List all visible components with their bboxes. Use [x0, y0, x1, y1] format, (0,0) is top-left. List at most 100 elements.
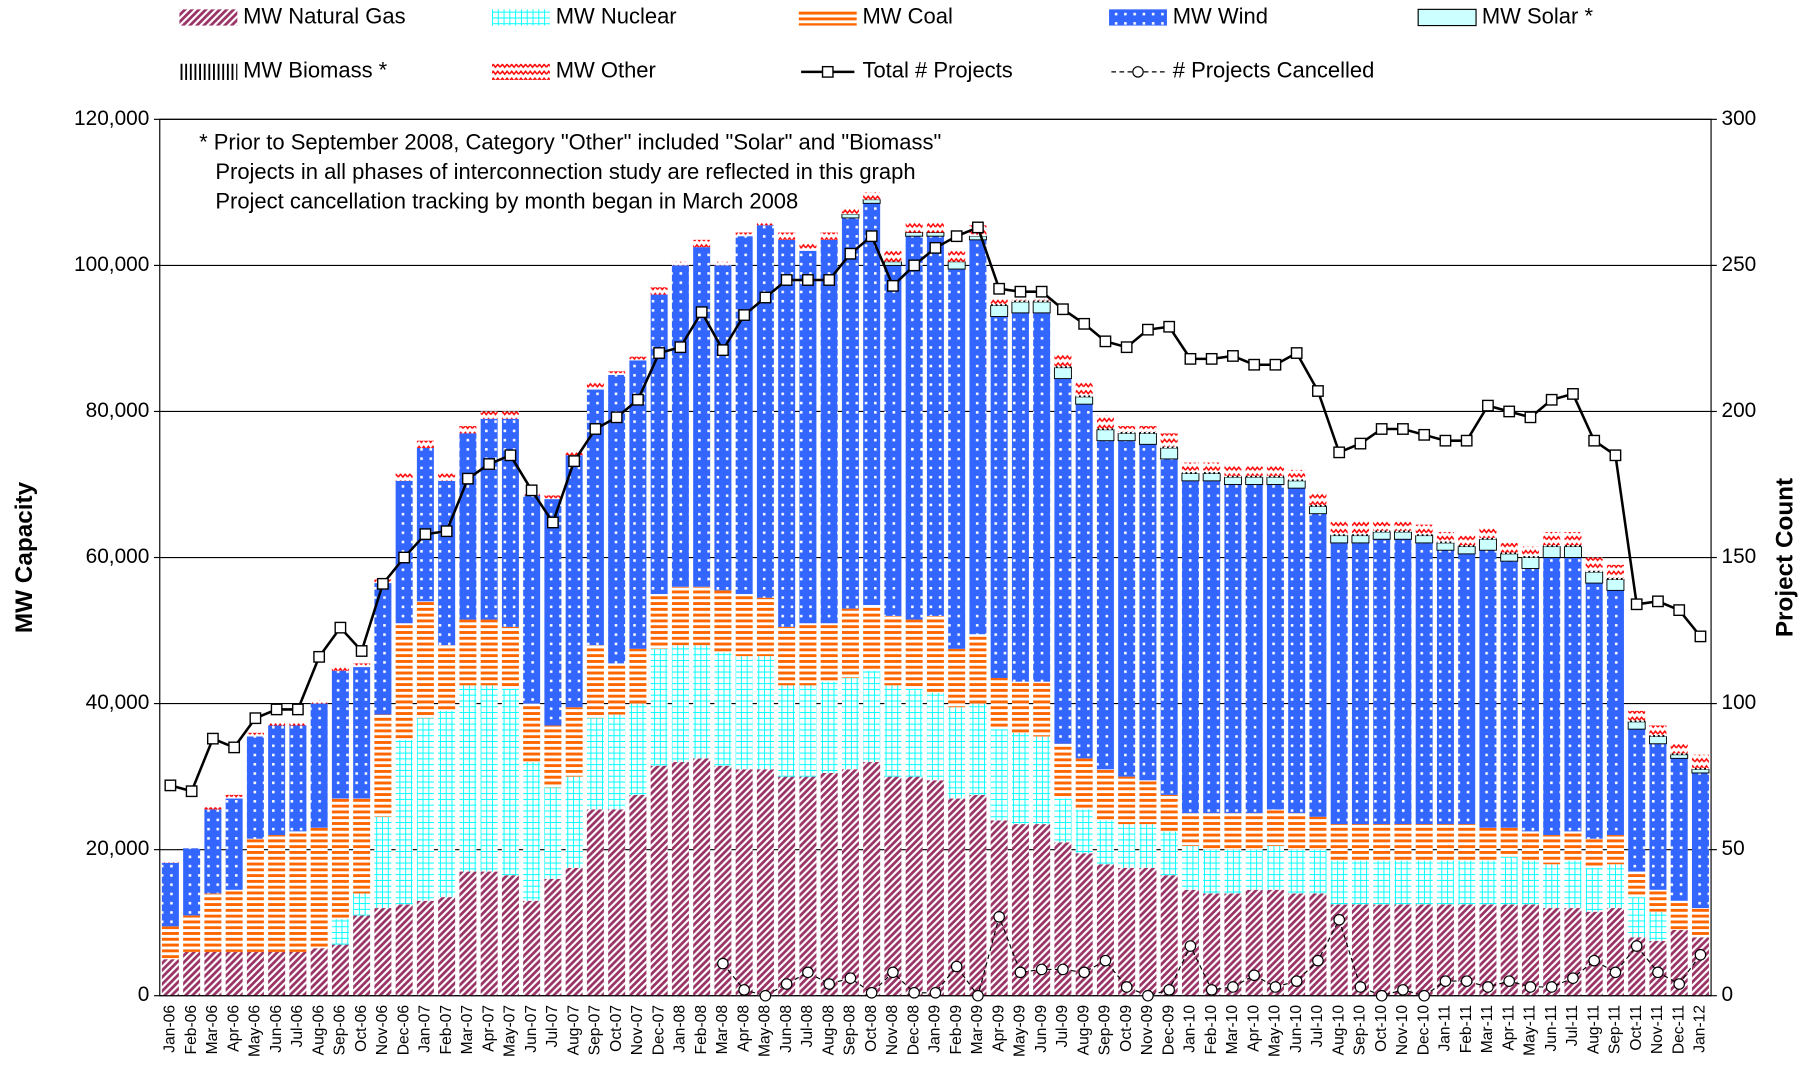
- x-tick-label: Jun-08: [778, 1005, 795, 1053]
- point-marker: [1354, 437, 1367, 450]
- bar-segment: [1033, 298, 1051, 301]
- point-marker: [823, 978, 835, 990]
- bar-segment: [1351, 904, 1369, 996]
- bar-segment: [1436, 824, 1454, 861]
- bar-segment: [1160, 794, 1178, 832]
- bar-segment: [1543, 557, 1561, 836]
- point-marker: [1439, 975, 1452, 987]
- bar-segment: [841, 678, 859, 770]
- bar-segment: [1415, 860, 1433, 905]
- bar-segment: [1096, 769, 1114, 821]
- x-tick-label: Mar-09: [969, 1005, 986, 1054]
- point-marker: [1035, 285, 1048, 298]
- bar-segment: [1521, 556, 1539, 558]
- bar-segment: [1075, 382, 1093, 396]
- point-marker: [1397, 984, 1409, 996]
- bar-segment: [523, 495, 541, 704]
- point-marker: [1312, 385, 1324, 397]
- bar-segment: [714, 261, 732, 266]
- x-tick-label: May-11: [1522, 1005, 1539, 1056]
- bar-segment: [416, 601, 434, 719]
- bar-segment: [1011, 732, 1029, 825]
- point-marker: [1630, 940, 1643, 952]
- point-marker: [972, 989, 984, 1002]
- point-marker: [1460, 975, 1473, 987]
- bar-segment: [374, 583, 392, 715]
- x-tick-label: Jun-06: [268, 1005, 285, 1053]
- point-marker: [738, 309, 751, 321]
- x-tick-label: Mar-06: [204, 1005, 221, 1054]
- bar-segment: [714, 652, 732, 766]
- point-marker: [355, 645, 368, 657]
- bar-segment: [1436, 904, 1454, 996]
- point-marker: [717, 344, 729, 357]
- bar-segment: [735, 236, 753, 595]
- bar-segment: [1564, 557, 1582, 832]
- point-marker: [717, 957, 729, 970]
- bar-segment: [1054, 366, 1072, 368]
- bar-segment: [1266, 845, 1284, 890]
- x-tick-label: Aug-09: [1075, 1005, 1092, 1055]
- bar-segment: [863, 670, 881, 763]
- bar-segment: [1181, 472, 1199, 474]
- bar-segment: [1096, 415, 1114, 429]
- bar-segment: [1224, 484, 1242, 814]
- point-marker: [1630, 598, 1643, 611]
- point-marker: [1078, 966, 1090, 979]
- bar-segment: [1500, 904, 1518, 996]
- y-tick-label: 100,000: [74, 253, 149, 276]
- bar-segment: [1670, 758, 1688, 901]
- bar-segment: [353, 893, 371, 916]
- bar-segment: [1479, 827, 1497, 861]
- x-tick-label: Dec-10: [1415, 1005, 1432, 1056]
- bar-segment: [1309, 513, 1327, 817]
- point-marker: [1524, 411, 1537, 424]
- point-marker: [887, 966, 899, 979]
- bar-segment: [799, 243, 817, 251]
- bar-segment: [926, 615, 944, 693]
- bar-segment: [480, 619, 498, 686]
- bar-segment: [1564, 531, 1582, 546]
- bar-segment: [1011, 681, 1029, 733]
- bar-segment: [820, 681, 838, 773]
- point-marker: [249, 712, 262, 725]
- bar-segment: [204, 807, 222, 810]
- point-marker: [802, 274, 814, 286]
- bar-segment: [1139, 444, 1157, 781]
- bar-segment: [183, 915, 201, 952]
- bar-segment: [1118, 824, 1136, 868]
- bar-segment: [1033, 824, 1051, 996]
- bar-segment: [1521, 860, 1539, 905]
- bar-segment: [1245, 849, 1263, 890]
- bar-segment: [735, 656, 753, 770]
- legend-label: MW Coal: [862, 3, 952, 28]
- x-tick-label: Jun-11: [1543, 1005, 1560, 1052]
- bar-segment: [331, 798, 349, 920]
- bar-segment: [1394, 860, 1412, 905]
- bar-segment: [1415, 904, 1433, 996]
- bar-segment: [1033, 300, 1051, 302]
- bar-segment: [863, 192, 881, 200]
- bar-segment: [1054, 842, 1072, 996]
- bar-segment: [629, 703, 647, 795]
- bar-segment: [586, 718, 604, 810]
- point-marker: [674, 341, 687, 354]
- point-marker: [1482, 399, 1494, 412]
- bar-segment: [905, 221, 923, 233]
- x-tick-label: Dec-11: [1670, 1005, 1687, 1054]
- bar-segment: [799, 623, 817, 686]
- bar-segment: [438, 710, 456, 898]
- bar-segment: [183, 848, 201, 916]
- point-marker: [1545, 393, 1558, 406]
- bar-segment: [1309, 504, 1327, 507]
- bar-segment: [1373, 824, 1391, 861]
- point-marker: [1184, 940, 1197, 952]
- point-marker: [1567, 972, 1579, 984]
- bar-segment: [1202, 473, 1221, 482]
- bar-segment: [1458, 824, 1476, 861]
- point-marker: [483, 458, 496, 470]
- bar-segment: [693, 645, 711, 759]
- point-marker: [1269, 981, 1282, 993]
- bar-segment: [1118, 440, 1136, 777]
- point-marker: [759, 291, 772, 304]
